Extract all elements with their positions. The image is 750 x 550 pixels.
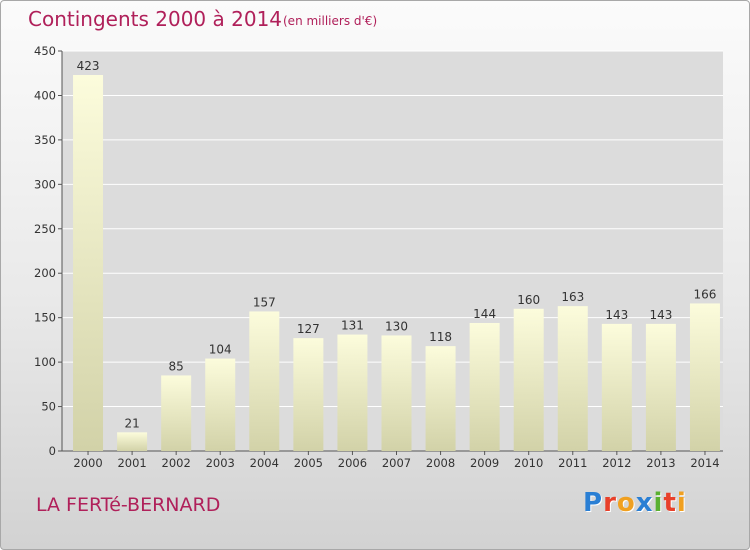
logo-letter: r (603, 488, 617, 518)
x-tick-label: 2003 (206, 456, 235, 470)
bar (117, 432, 148, 451)
data-label: 104 (209, 343, 232, 357)
bar (381, 335, 412, 451)
y-tick-label: 50 (41, 400, 56, 414)
data-label: 157 (253, 295, 276, 309)
bar (425, 346, 456, 451)
bar (645, 323, 676, 451)
y-tick-label: 150 (34, 311, 56, 325)
data-label: 166 (694, 287, 717, 301)
logo-letter: x (635, 488, 654, 518)
data-label: 118 (429, 330, 452, 344)
logo-letter: o (616, 488, 636, 518)
bar (205, 358, 236, 451)
data-label: 127 (297, 322, 320, 336)
data-label: 130 (385, 319, 408, 333)
x-tick-label: 2012 (602, 456, 631, 470)
x-tick-label: 2013 (646, 456, 675, 470)
y-tick-label: 350 (34, 133, 56, 147)
logo-letter: i (676, 488, 687, 518)
x-tick-label: 2008 (426, 456, 455, 470)
data-label: 143 (605, 308, 628, 322)
y-tick-label: 200 (34, 266, 56, 280)
bar (249, 311, 280, 451)
data-label: 21 (124, 416, 139, 430)
y-tick-label: 450 (34, 44, 56, 58)
place-name: LA FERTé-BERNARD (36, 494, 221, 516)
bar (161, 375, 192, 451)
bar (513, 308, 544, 451)
x-tick-label: 2004 (250, 456, 279, 470)
data-label: 160 (517, 293, 540, 307)
data-label: 143 (649, 308, 672, 322)
bar (337, 334, 368, 451)
chart-title: Contingents 2000 à 2014 (28, 7, 283, 31)
x-tick-label: 2000 (73, 456, 102, 470)
logo-letter: P (583, 488, 604, 518)
y-tick-label: 100 (34, 355, 56, 369)
x-tick-label: 2010 (514, 456, 543, 470)
x-tick-label: 2011 (558, 456, 587, 470)
bar (73, 75, 104, 451)
bar (601, 323, 632, 451)
y-tick-label: 300 (34, 177, 56, 191)
data-label: 131 (341, 319, 364, 333)
data-label: 144 (473, 307, 496, 321)
bar (469, 323, 500, 451)
y-tick-label: 250 (34, 222, 56, 236)
x-tick-label: 2007 (382, 456, 411, 470)
x-tick-label: 2002 (162, 456, 191, 470)
x-tick-label: 2009 (470, 456, 499, 470)
x-tick-label: 2014 (690, 456, 719, 470)
chart-subtitle: (en milliers d'€) (283, 14, 378, 28)
proxiti-logo: Proxiti (583, 488, 687, 518)
logo-letter: t (663, 488, 677, 518)
x-tick-label: 2001 (117, 456, 146, 470)
logo-letter: i (653, 488, 664, 518)
data-label: 85 (169, 359, 184, 373)
data-label: 163 (561, 290, 584, 304)
x-tick-label: 2006 (338, 456, 367, 470)
bar (557, 306, 588, 451)
bar (689, 303, 720, 451)
y-tick-label: 0 (49, 444, 56, 458)
bar (293, 338, 324, 451)
x-tick-label: 2005 (294, 456, 323, 470)
y-tick-label: 400 (34, 88, 56, 102)
data-label: 423 (77, 59, 100, 73)
